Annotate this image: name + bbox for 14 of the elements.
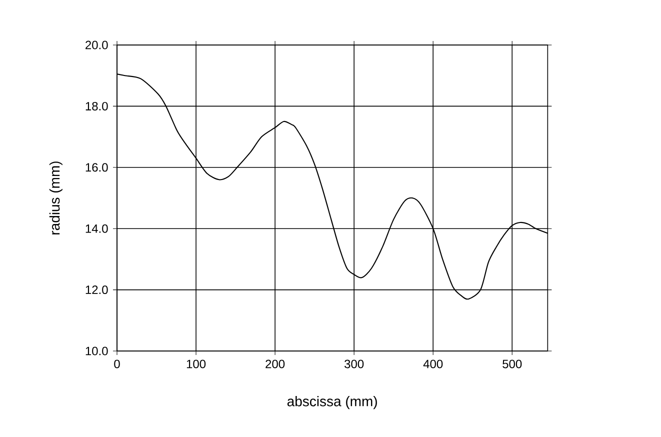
y-tick-label: 20.0 xyxy=(86,40,108,50)
x-tick-label: 200 xyxy=(266,360,285,368)
x-tick-label: 100 xyxy=(186,360,206,368)
y-tick-label: 18.0 xyxy=(86,102,108,110)
y-tick-label: 12.0 xyxy=(86,286,108,294)
x-axis-title: abscissa (mm) xyxy=(287,396,377,410)
y-tick-label: 10.0 xyxy=(86,346,108,356)
y-axis-title: radius (mm) xyxy=(49,162,62,234)
x-tick-label: 0 xyxy=(114,360,120,368)
x-tick-label: 300 xyxy=(344,360,364,368)
x-tick-label: 500 xyxy=(502,360,522,368)
x-tick-label: 400 xyxy=(423,360,443,368)
y-tick-label: 16.0 xyxy=(86,163,108,172)
y-tick-label: 14.0 xyxy=(86,224,108,233)
